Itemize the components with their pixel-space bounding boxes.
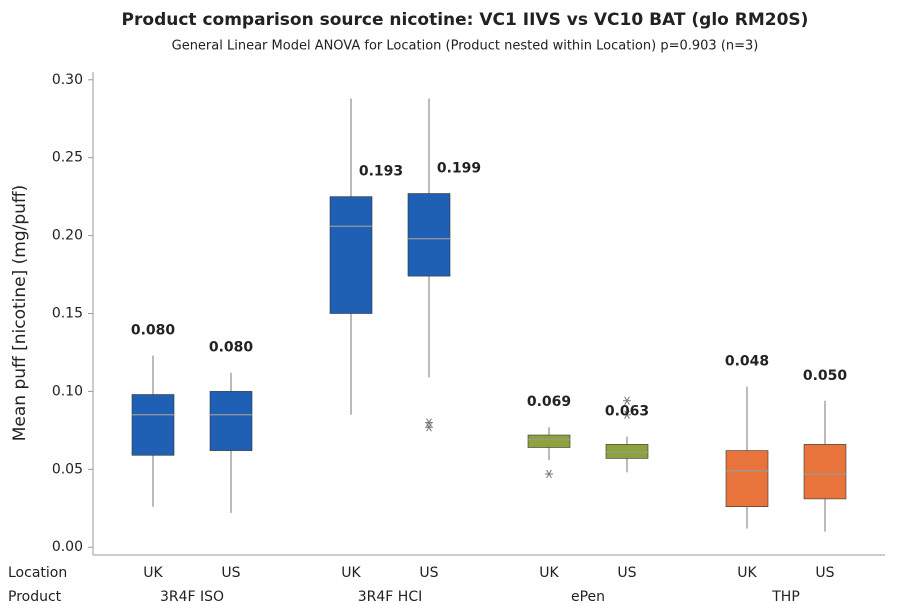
box [131,394,175,456]
location-label: UK [737,565,757,581]
mean-label: 0.193 [359,164,403,180]
location-label: US [617,565,636,581]
outlier-stroke [546,469,552,479]
mean-label: 0.080 [131,323,176,339]
y-axis-label: Mean puff [nicotine] (mg/puff) [10,185,30,442]
outlier [425,422,433,432]
product-label: 3R4F HCI [358,589,422,603]
y-tick-label: 0.05 [52,461,83,477]
y-tick-label: 0.15 [52,306,83,322]
mean-label: 0.069 [527,394,571,410]
y-tick-label: 0.00 [52,539,83,555]
chart-title: Product comparison source nicotine: VC1 … [122,10,809,30]
location-label: UK [341,565,361,581]
location-label: UK [143,565,163,581]
box [725,450,769,508]
location-label: US [419,565,438,581]
box [407,193,451,277]
mean-label: 0.048 [725,354,769,370]
box [605,444,649,459]
box [329,196,373,314]
product-label: ePen [571,589,605,603]
mean-label: 0.080 [209,340,254,356]
mean-label: 0.050 [803,368,848,384]
row-label: Location [8,565,67,581]
chart-subtitle: General Linear Model ANOVA for Location … [172,39,759,54]
outlier-stroke [426,422,432,432]
location-label: UK [539,565,559,581]
y-tick-label: 0.20 [52,228,83,244]
outlier [623,410,631,420]
outlier [623,396,631,406]
mean-label: 0.063 [605,404,649,420]
box [527,434,571,448]
outlier-stroke [624,396,630,406]
y-tick-label: 0.30 [52,72,83,88]
outlier [545,469,553,479]
box [803,444,847,500]
product-label: 3R4F ISO [160,589,224,603]
y-tick-label: 0.10 [52,383,83,399]
row-label: Product [8,589,62,603]
outlier-stroke [624,410,630,420]
product-label: THP [771,589,800,603]
location-label: US [221,565,240,581]
mean-label: 0.199 [437,161,481,177]
box [209,391,253,451]
outlier [425,418,433,427]
y-tick-label: 0.25 [52,150,83,166]
location-label: US [815,565,834,581]
